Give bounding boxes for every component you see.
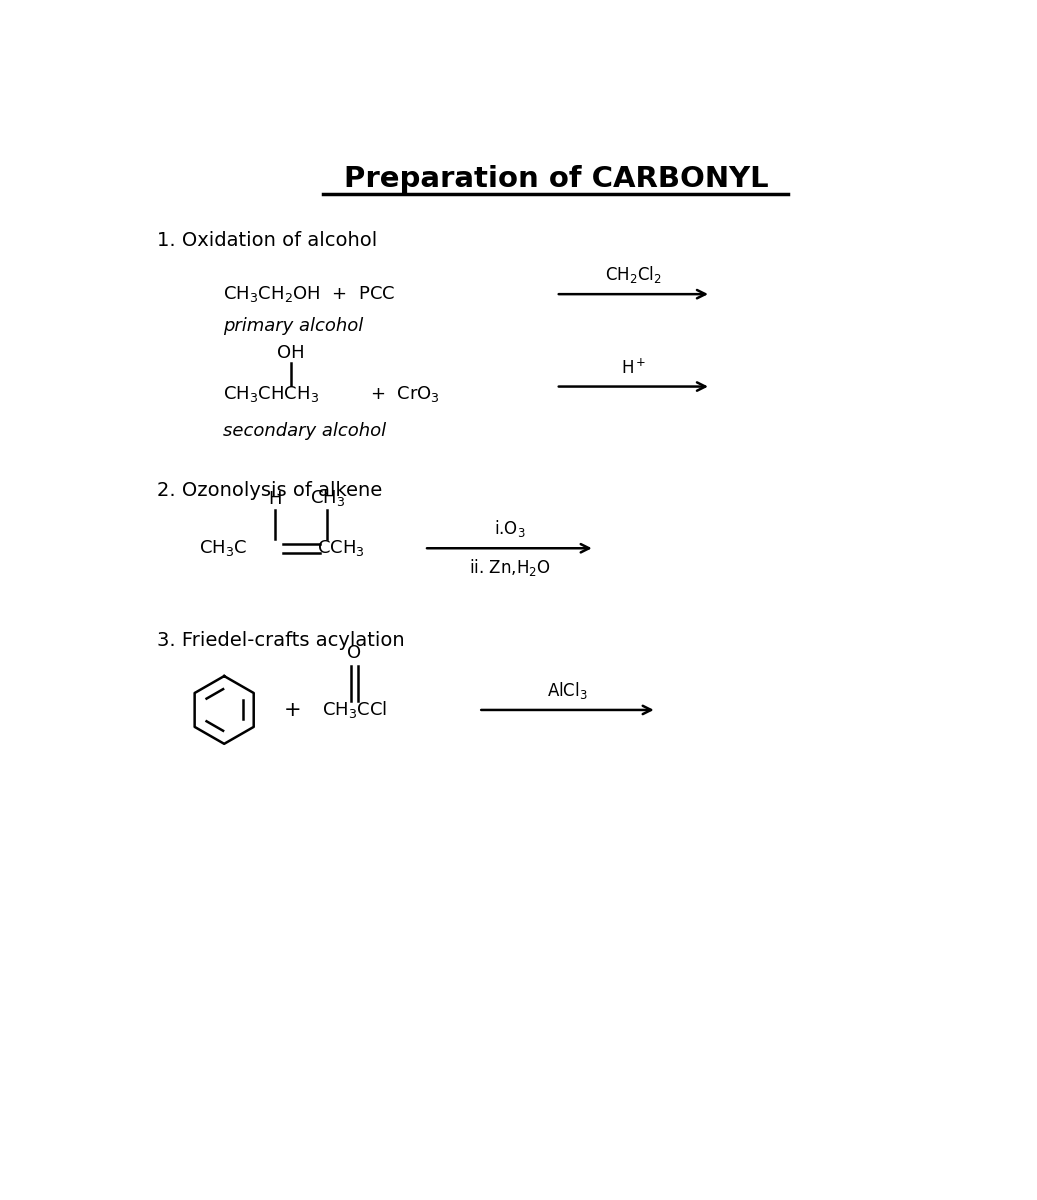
Text: H: H: [269, 491, 282, 509]
Text: ii. Zn,H$_2$O: ii. Zn,H$_2$O: [469, 558, 551, 578]
Text: CH$_2$Cl$_2$: CH$_2$Cl$_2$: [605, 264, 662, 284]
Text: i.O$_3$: i.O$_3$: [494, 518, 525, 539]
Text: O: O: [347, 644, 362, 662]
Text: 1. Oxidation of alcohol: 1. Oxidation of alcohol: [157, 230, 377, 250]
Text: 3. Friedel-crafts acylation: 3. Friedel-crafts acylation: [157, 631, 404, 650]
Text: primary alcohol: primary alcohol: [223, 318, 363, 336]
Text: CH$_3$CHCH$_3$: CH$_3$CHCH$_3$: [223, 384, 318, 404]
Text: CCH$_3$: CCH$_3$: [317, 539, 365, 558]
Text: +  CrO$_3$: + CrO$_3$: [370, 384, 440, 404]
Text: CH$_3$C: CH$_3$C: [199, 539, 248, 558]
Text: OH: OH: [277, 344, 305, 362]
Text: 2. Ozonolysis of alkene: 2. Ozonolysis of alkene: [157, 481, 382, 500]
Text: CH$_3$CH$_2$OH  +  PCC: CH$_3$CH$_2$OH + PCC: [223, 284, 395, 304]
Text: CH$_3$CCl: CH$_3$CCl: [321, 700, 387, 720]
Text: H$^+$: H$^+$: [621, 358, 646, 377]
Text: secondary alcohol: secondary alcohol: [223, 422, 386, 440]
Text: Preparation of CARBONYL: Preparation of CARBONYL: [343, 164, 768, 193]
Text: CH$_3$: CH$_3$: [310, 488, 345, 509]
Text: +: +: [283, 700, 301, 720]
Text: AlCl$_3$: AlCl$_3$: [548, 679, 588, 701]
